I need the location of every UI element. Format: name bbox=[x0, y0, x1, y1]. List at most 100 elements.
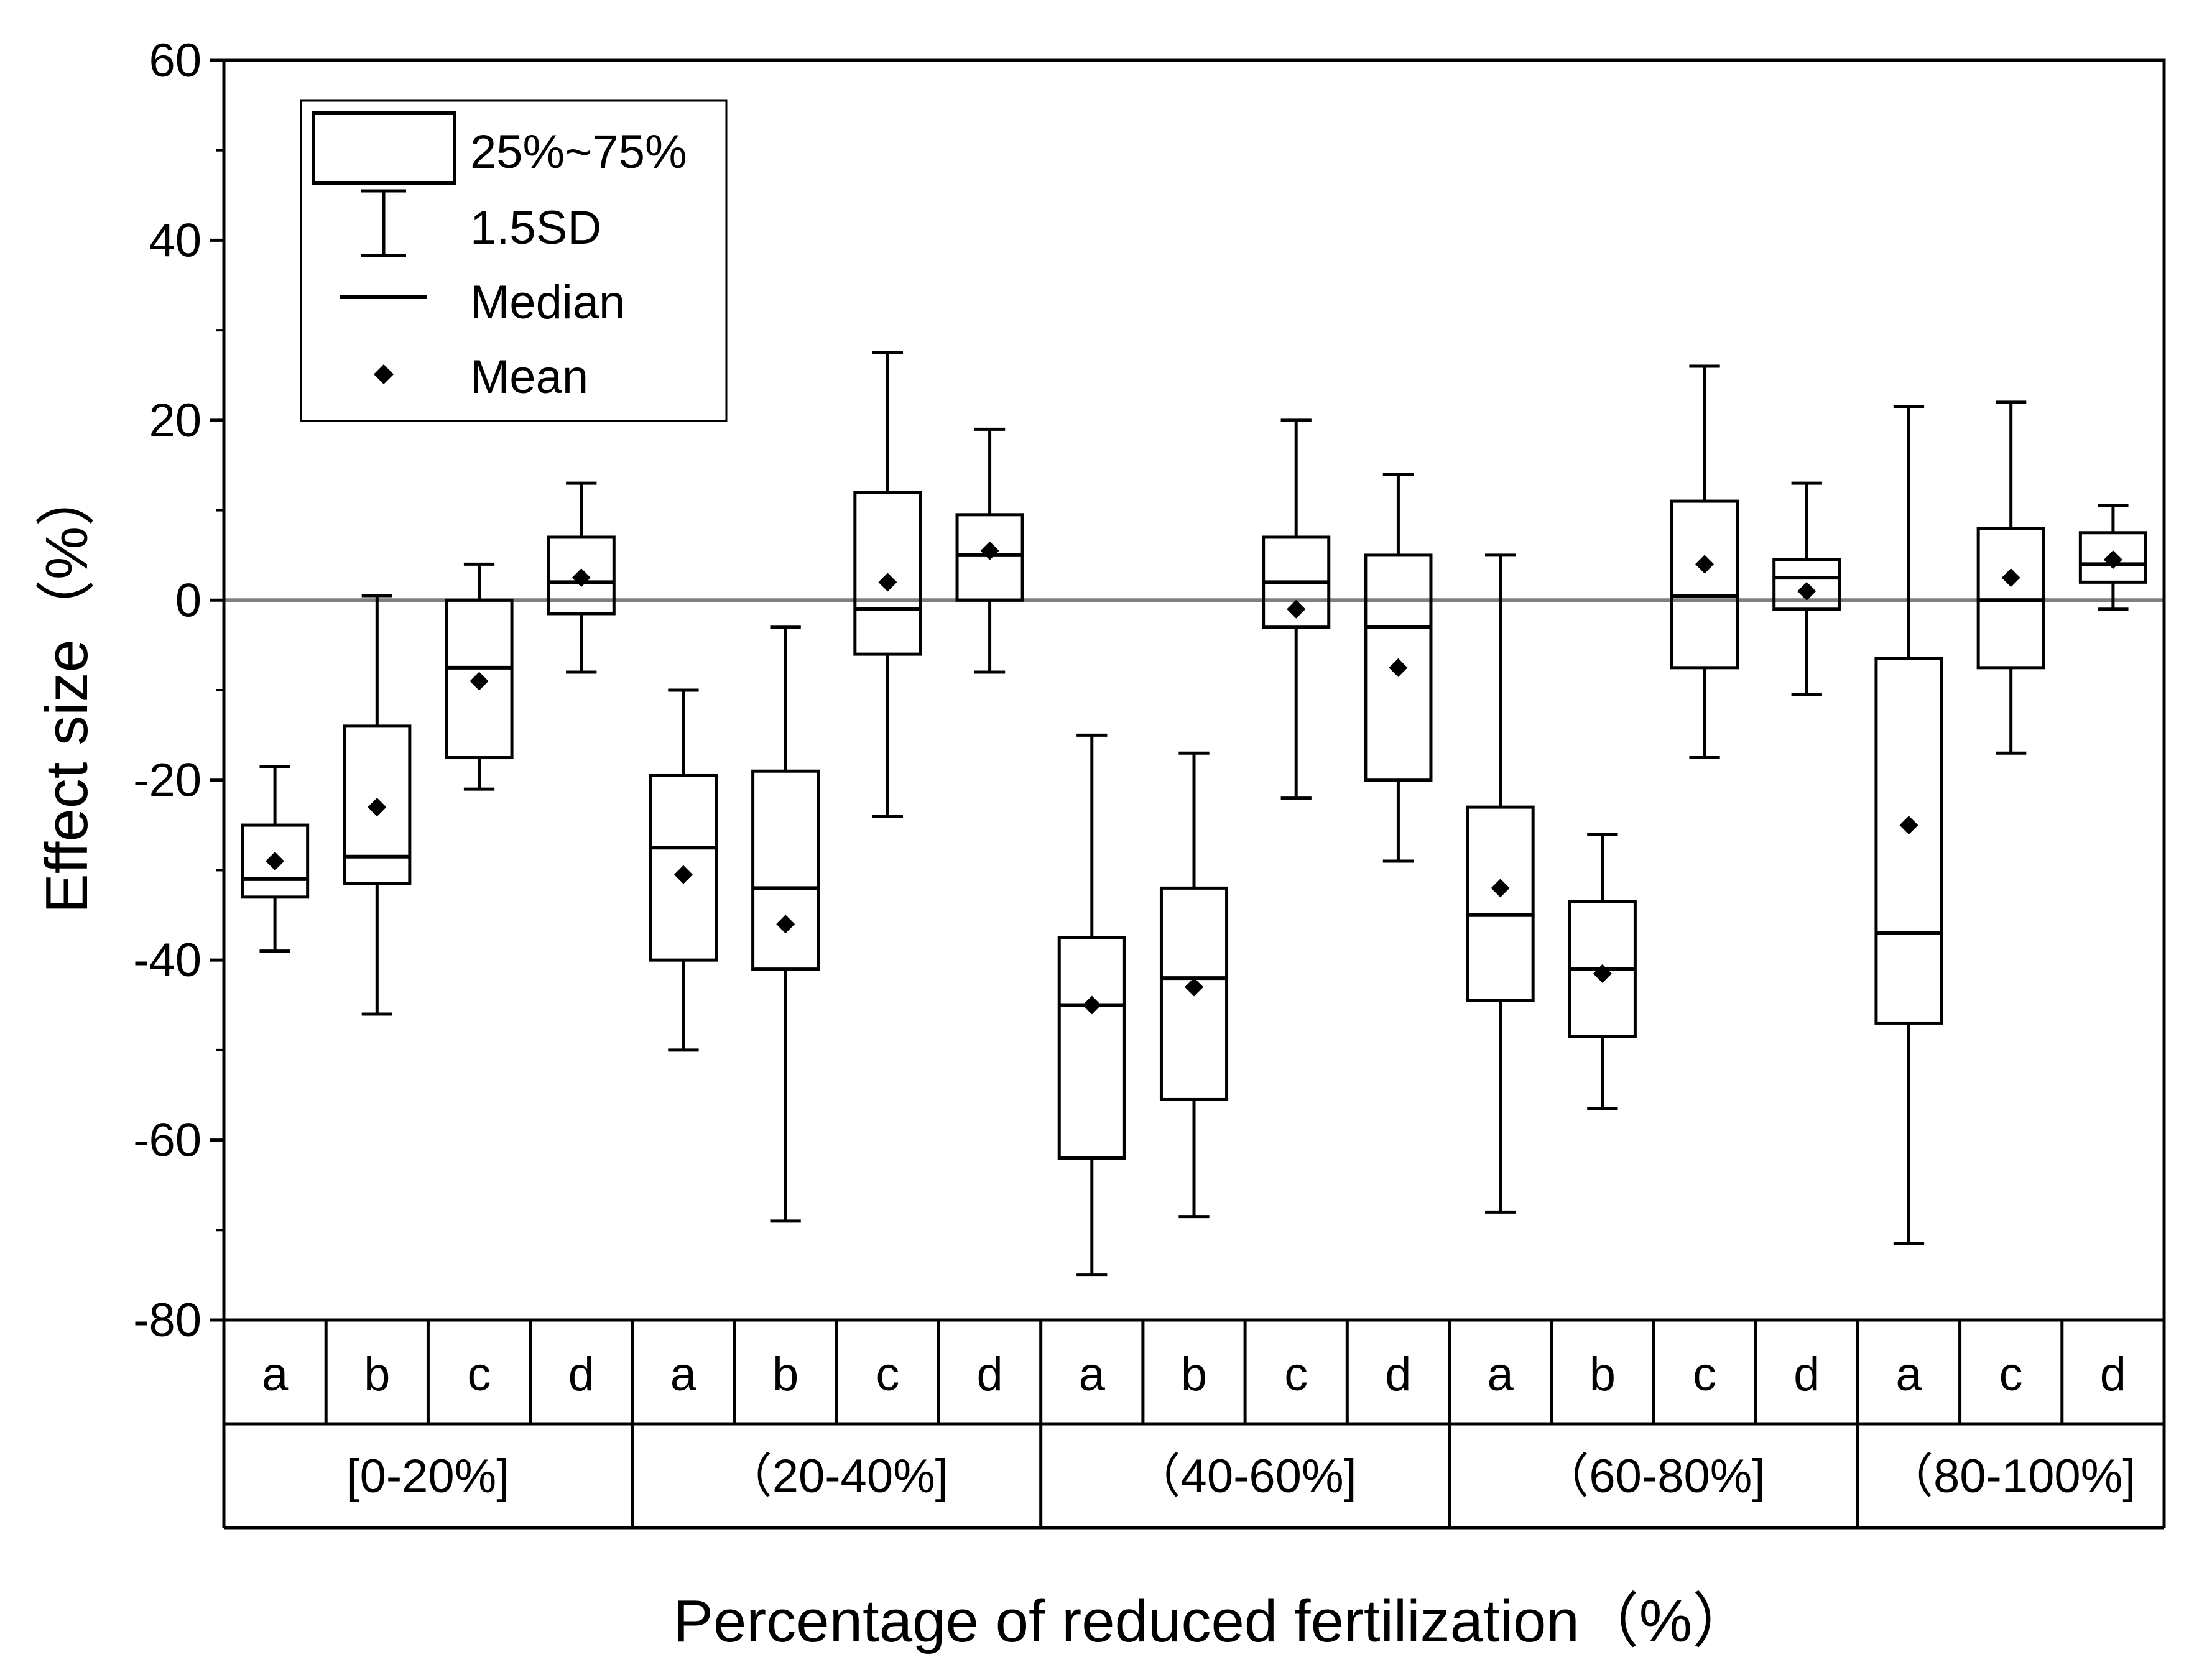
iqr-box bbox=[343, 724, 412, 885]
group-label: （60-80%] bbox=[1542, 1450, 1765, 1503]
box-0-c bbox=[445, 562, 514, 791]
mean-marker bbox=[2001, 568, 2020, 588]
table-cells: a b c d [0-20%] a b c d （20-40%] a b c d （40-60%] a b c d （… bbox=[262, 1320, 2136, 1528]
y-axis: 60 40 20 0 -20 -40 -60 -80 bbox=[133, 34, 224, 1347]
category-label-c: c bbox=[876, 1348, 899, 1401]
mean-marker bbox=[1491, 879, 1510, 898]
mean-marker bbox=[1695, 555, 1715, 574]
iqr-box bbox=[1874, 657, 1943, 1025]
category-label-c: c bbox=[1999, 1348, 2023, 1401]
category-label-d: d bbox=[1793, 1348, 1820, 1401]
group-label: （40-60%] bbox=[1134, 1450, 1357, 1503]
mean-marker bbox=[1082, 995, 1101, 1015]
category-label-d: d bbox=[568, 1348, 595, 1401]
legend-mean-symbol bbox=[374, 364, 394, 384]
category-label-a: a bbox=[1487, 1348, 1514, 1401]
box-4-d bbox=[2078, 504, 2147, 611]
legend: 25%~75% 1.5SD Median Mean bbox=[300, 99, 728, 422]
mean-marker bbox=[776, 915, 795, 934]
category-label-b: b bbox=[364, 1348, 390, 1401]
iqr-box bbox=[1466, 805, 1535, 1002]
legend-whisker-label: 1.5SD bbox=[470, 201, 601, 254]
iqr-box bbox=[547, 535, 616, 616]
box-1-b bbox=[751, 625, 820, 1223]
mean-marker bbox=[1797, 581, 1816, 601]
category-label-d: d bbox=[976, 1348, 1002, 1401]
category-table: a b c d [0-20%] a b c d （20-40%] a b c d （40-60%] a b c d （… bbox=[222, 1320, 2166, 1530]
category-label-c: c bbox=[468, 1348, 491, 1401]
category-label-b: b bbox=[772, 1348, 798, 1401]
iqr-box bbox=[2078, 531, 2147, 584]
iqr-box bbox=[649, 773, 718, 962]
category-label-a: a bbox=[670, 1348, 697, 1401]
mean-marker bbox=[1899, 816, 1918, 835]
box-2-c bbox=[1262, 418, 1331, 800]
plot-frame bbox=[222, 58, 2166, 1322]
iqr-box bbox=[853, 491, 922, 656]
iqr-box bbox=[1772, 558, 1841, 611]
box-2-d bbox=[1364, 473, 1433, 863]
category-label-a: a bbox=[1895, 1348, 1922, 1401]
mean-marker bbox=[2103, 550, 2122, 570]
y-tick-label: 20 bbox=[149, 394, 201, 447]
category-label-d: d bbox=[1385, 1348, 1411, 1401]
category-label-c: c bbox=[1284, 1348, 1308, 1401]
y-axis-minor-ticks bbox=[216, 149, 224, 1232]
box-0-b bbox=[343, 594, 412, 1016]
legend-item-median: Median bbox=[340, 276, 625, 329]
box-1-a bbox=[649, 688, 718, 1052]
y-tick-label: -80 bbox=[133, 1294, 201, 1347]
box-1-d bbox=[955, 427, 1024, 674]
category-label-a: a bbox=[262, 1348, 289, 1401]
category-label-b: b bbox=[1181, 1348, 1207, 1401]
mean-marker bbox=[1389, 658, 1408, 677]
box-4-c bbox=[1976, 400, 2045, 755]
box-3-d bbox=[1772, 481, 1841, 696]
box-3-b bbox=[1568, 833, 1637, 1110]
category-label-c: c bbox=[1693, 1348, 1716, 1401]
y-tick-label: 40 bbox=[149, 214, 201, 267]
legend-item-box: 25%~75% bbox=[312, 111, 687, 185]
mean-marker bbox=[980, 541, 999, 560]
y-tick-label: -60 bbox=[133, 1114, 201, 1167]
iqr-box bbox=[955, 513, 1024, 602]
iqr-box bbox=[445, 598, 514, 760]
iqr-box bbox=[1976, 527, 2045, 670]
box-3-a bbox=[1466, 553, 1535, 1214]
box-2-b bbox=[1159, 751, 1229, 1219]
x-axis-title: Percentage of reduced fertilization（%） bbox=[673, 1588, 1752, 1655]
box-0-d bbox=[547, 481, 616, 674]
group-label: [0-20%] bbox=[346, 1450, 509, 1503]
y-tick-label: 60 bbox=[149, 34, 201, 87]
mean-marker bbox=[1185, 977, 1203, 997]
iqr-box bbox=[1364, 553, 1433, 782]
mean-marker bbox=[673, 865, 693, 884]
group-label: （80-100%] bbox=[1886, 1450, 2136, 1503]
box-2-a bbox=[1057, 733, 1126, 1277]
iqr-box bbox=[1670, 499, 1739, 670]
legend-item-mean: Mean bbox=[374, 351, 588, 404]
mean-marker bbox=[266, 851, 285, 870]
category-label-b: b bbox=[1590, 1348, 1616, 1401]
iqr-box bbox=[1057, 936, 1126, 1160]
box-plot-series bbox=[241, 351, 2147, 1277]
legend-median-label: Median bbox=[470, 276, 625, 329]
mean-marker bbox=[878, 573, 897, 592]
legend-item-whisker: 1.5SD bbox=[361, 189, 601, 257]
y-tick-label: 0 bbox=[175, 574, 201, 627]
y-axis-title: Effect size（%） bbox=[34, 467, 100, 913]
category-label-a: a bbox=[1079, 1348, 1106, 1401]
mean-marker bbox=[368, 798, 387, 817]
legend-mean-label: Mean bbox=[470, 351, 588, 404]
mean-marker bbox=[1593, 964, 1612, 983]
mean-marker bbox=[572, 568, 591, 588]
box-1-c bbox=[853, 351, 922, 818]
iqr-box bbox=[751, 769, 820, 971]
legend-box-symbol bbox=[312, 111, 456, 185]
legend-box-label: 25%~75% bbox=[470, 126, 687, 178]
box-0-a bbox=[241, 765, 310, 953]
group-label: （20-40%] bbox=[725, 1450, 948, 1503]
box-4-a bbox=[1874, 405, 1943, 1245]
y-tick-label: -20 bbox=[133, 754, 201, 807]
